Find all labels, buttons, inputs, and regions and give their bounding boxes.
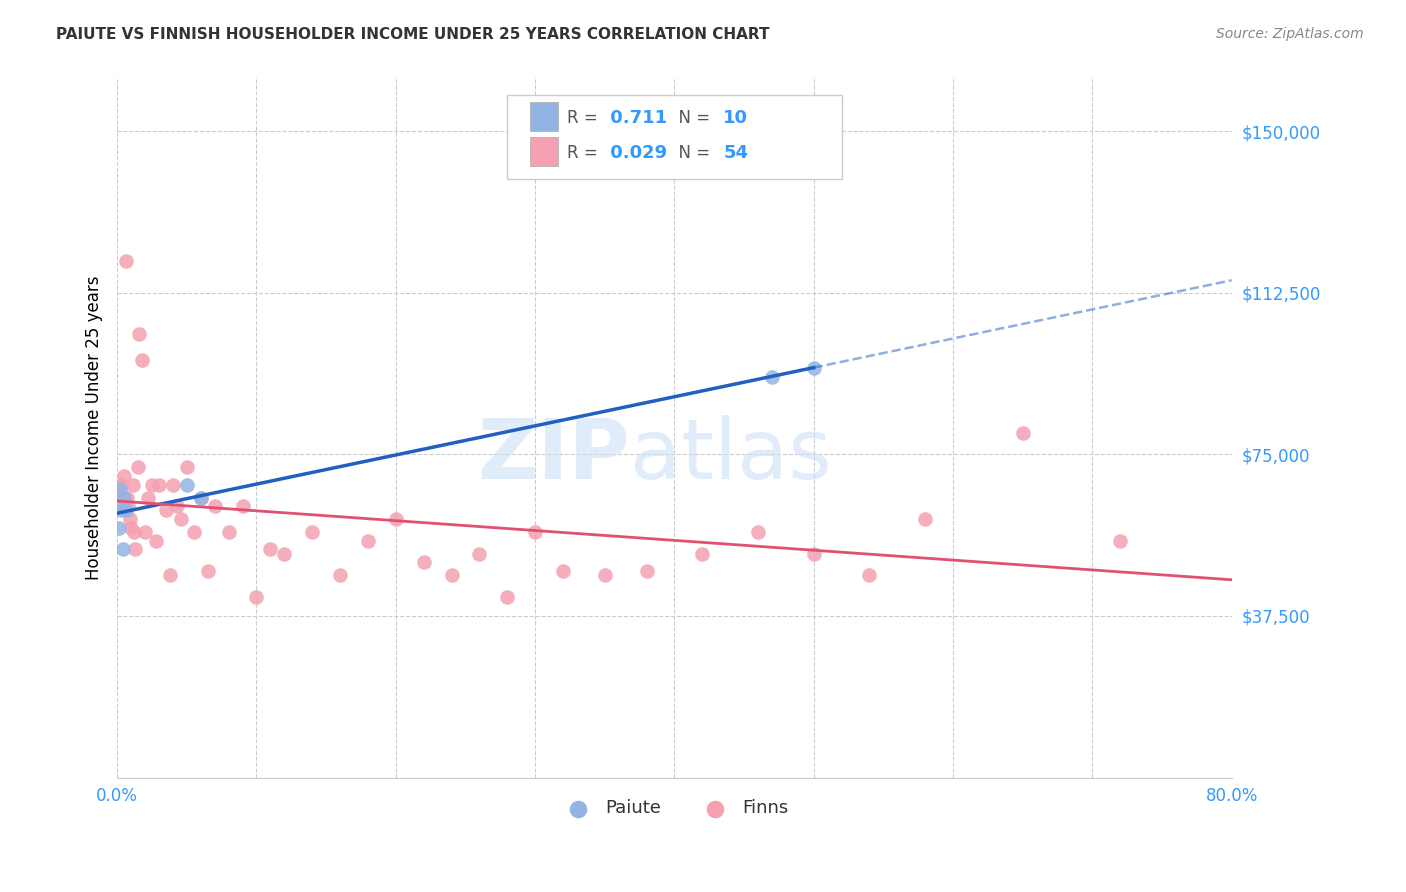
Point	[145, 533, 167, 548]
Point	[914, 512, 936, 526]
Text: ZIP: ZIP	[477, 415, 630, 496]
Point	[155, 503, 177, 517]
Point	[197, 564, 219, 578]
Point	[190, 491, 212, 505]
Text: 10: 10	[724, 109, 748, 127]
Point	[117, 499, 139, 513]
Point	[148, 477, 170, 491]
FancyBboxPatch shape	[508, 95, 842, 179]
Point	[112, 491, 135, 505]
Point	[761, 370, 783, 384]
Point	[524, 524, 547, 539]
Point	[134, 524, 156, 539]
Point	[121, 477, 143, 491]
Point	[636, 564, 658, 578]
FancyBboxPatch shape	[530, 102, 558, 131]
Point	[124, 542, 146, 557]
Point	[111, 491, 134, 505]
Point	[183, 524, 205, 539]
Point	[440, 568, 463, 582]
Point	[111, 542, 134, 557]
Point	[112, 469, 135, 483]
Text: 54: 54	[724, 144, 748, 162]
Y-axis label: Householder Income Under 25 years: Householder Income Under 25 years	[86, 276, 103, 580]
Text: N =: N =	[668, 109, 716, 127]
Point	[136, 491, 159, 505]
Point	[176, 460, 198, 475]
Point	[166, 499, 188, 513]
Point	[128, 326, 150, 341]
Point	[176, 477, 198, 491]
Text: Source: ZipAtlas.com: Source: ZipAtlas.com	[1216, 27, 1364, 41]
Point	[120, 521, 142, 535]
Point	[593, 568, 616, 582]
Point	[747, 524, 769, 539]
Point	[301, 524, 323, 539]
Point	[127, 460, 149, 475]
Point	[114, 253, 136, 268]
Point	[170, 512, 193, 526]
Point	[858, 568, 880, 582]
Point	[245, 590, 267, 604]
Text: atlas: atlas	[630, 415, 831, 496]
Point	[108, 499, 131, 513]
Point	[259, 542, 281, 557]
Point	[329, 568, 352, 582]
Text: R =: R =	[568, 144, 603, 162]
Point	[118, 512, 141, 526]
Point	[468, 547, 491, 561]
Point	[690, 547, 713, 561]
FancyBboxPatch shape	[530, 136, 558, 166]
Point	[803, 361, 825, 376]
Legend: Paiute, Finns: Paiute, Finns	[553, 792, 796, 824]
Text: 0.711: 0.711	[605, 109, 668, 127]
Point	[190, 491, 212, 505]
Point	[204, 499, 226, 513]
Point	[122, 524, 145, 539]
Point	[232, 499, 254, 513]
Point	[131, 352, 153, 367]
Point	[218, 524, 240, 539]
Point	[1011, 425, 1033, 440]
Text: N =: N =	[668, 144, 716, 162]
Point	[110, 477, 132, 491]
Point	[273, 547, 295, 561]
Point	[115, 491, 138, 505]
Text: 0.029: 0.029	[605, 144, 668, 162]
Point	[551, 564, 574, 578]
Point	[110, 503, 132, 517]
Point	[114, 503, 136, 517]
Point	[803, 547, 825, 561]
Point	[357, 533, 380, 548]
Point	[107, 521, 129, 535]
Point	[108, 482, 131, 496]
Text: PAIUTE VS FINNISH HOUSEHOLDER INCOME UNDER 25 YEARS CORRELATION CHART: PAIUTE VS FINNISH HOUSEHOLDER INCOME UND…	[56, 27, 769, 42]
Point	[385, 512, 408, 526]
Point	[1109, 533, 1132, 548]
Point	[496, 590, 519, 604]
Text: R =: R =	[568, 109, 603, 127]
Point	[162, 477, 184, 491]
Point	[412, 555, 434, 569]
Point	[159, 568, 181, 582]
Point	[141, 477, 163, 491]
